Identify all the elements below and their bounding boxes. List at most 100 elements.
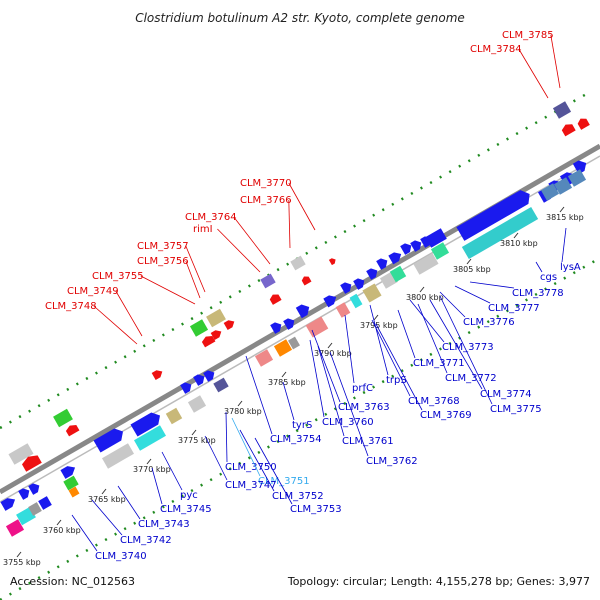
gene-label: CLM_3766 (240, 195, 292, 206)
label-leader-line (225, 411, 228, 463)
label-leader-line (140, 275, 196, 305)
tick-label: 3790 kbp (314, 349, 352, 358)
label-leader-line (375, 323, 423, 411)
gene-feature (456, 190, 530, 241)
gene-feature (93, 428, 123, 453)
gene-feature (340, 282, 352, 294)
label-leader-line (369, 304, 389, 376)
gene-feature (328, 258, 336, 266)
tick-label: 3800 kbp (406, 293, 444, 302)
gene-feature (553, 177, 573, 195)
label-leader-line (117, 485, 141, 520)
gene-label: CLM_3778 (512, 288, 564, 299)
gene-feature (60, 466, 76, 479)
label-leader-line (550, 34, 561, 89)
gene-feature (102, 443, 134, 469)
gene-feature (540, 183, 560, 201)
gene-label: CLM_3770 (240, 178, 292, 189)
gene-label: CLM_3750 (225, 462, 277, 473)
label-leader-line (409, 299, 445, 343)
tick-label: 3755 kbp (3, 558, 41, 567)
label-leader-line (429, 299, 483, 390)
tick-labels: 3755 kbp 3760 kbp 3765 kbp 3770 kbp 3775 kbp… (3, 206, 584, 567)
gene-labels: CLM_3785 CLM_3784 CLM_3770 CLM_3766CLM_3764… (45, 30, 581, 562)
gene-label: trpS (386, 375, 407, 386)
gene-feature (53, 408, 73, 428)
gene-label: lysA (560, 262, 581, 273)
gene-feature (187, 395, 207, 413)
label-leader-line (535, 261, 543, 273)
gene-feature (572, 160, 587, 175)
tick-mark (419, 286, 425, 293)
gene-label: CLM_3755 (92, 271, 144, 282)
gene-feature (567, 169, 587, 187)
tick-label: 3795 kbp (360, 321, 398, 330)
label-leader-line (93, 305, 138, 345)
tick-mark (191, 429, 197, 436)
gene-feature (283, 318, 295, 330)
gene-feature (18, 488, 30, 500)
tick-mark (56, 519, 62, 526)
tick-label: 3765 kbp (88, 495, 126, 504)
gene-label: cgs (540, 272, 557, 283)
gene-feature (5, 519, 25, 537)
gene-feature (425, 228, 447, 248)
label-leader-line (161, 451, 183, 491)
tick-mark (466, 258, 472, 265)
tick-mark (327, 342, 333, 349)
label-leader-line (329, 351, 369, 457)
tick-mark (281, 371, 287, 378)
gene-feature (193, 374, 205, 386)
gene-label: CLM_3772 (445, 373, 497, 384)
tick-mark (513, 232, 519, 239)
gene-label: tyrS (292, 420, 312, 431)
gene-label: prfC (352, 383, 373, 394)
gene-label: CLM_3748 (45, 301, 97, 312)
tick-label: 3815 kbp (546, 213, 584, 222)
label-leader-line (309, 339, 325, 418)
label-leader-line (254, 437, 293, 505)
gene-feature (577, 118, 590, 130)
gene-feature (68, 486, 80, 498)
gene-label: CLM_3749 (67, 286, 119, 297)
gene-feature (8, 443, 34, 465)
gene-feature (206, 308, 226, 328)
gene-feature (260, 273, 276, 289)
gene-label: CLM_3753 (290, 504, 342, 515)
tick-mark (559, 206, 565, 213)
gene-label: CLM_3756 (137, 256, 189, 267)
label-leader-line (561, 227, 567, 263)
tick-mark (101, 488, 107, 495)
tick-mark (373, 314, 379, 321)
gene-label: CLM_3752 (272, 491, 324, 502)
gene-label: CLM_3745 (160, 504, 212, 515)
gene-label: CLM_3754 (270, 434, 322, 445)
gene-label: CLM_3784 (470, 44, 522, 55)
gene-label: CLM_3785 (502, 30, 554, 41)
label-leader-line (469, 281, 515, 289)
gene-label: rimI (193, 224, 213, 235)
gene-label: CLM_3777 (488, 303, 540, 314)
gene-feature (273, 339, 293, 357)
gene-feature (430, 242, 450, 260)
label-leader-line (282, 381, 295, 421)
gene-label: CLM_3761 (342, 436, 394, 447)
gene-feature (201, 335, 216, 348)
gene-feature (366, 268, 378, 280)
label-leader-line (231, 417, 261, 477)
label-leader-line (245, 355, 273, 435)
label-leader-line (71, 514, 98, 552)
tick-label: 3775 kbp (178, 436, 216, 445)
gene-label: CLM_3771 (413, 358, 465, 369)
gene-label: CLM_3773 (442, 342, 494, 353)
gene-feature (210, 330, 222, 340)
gene-feature (165, 407, 183, 425)
label-leader-line (371, 319, 411, 397)
gene-feature (203, 370, 215, 382)
gene-feature (180, 382, 192, 394)
gene-feature (0, 498, 16, 511)
gene-feature (213, 377, 229, 393)
map-title: Clostridium botulinum A2 str. Kyoto, com… (135, 11, 465, 25)
tick-mark (16, 551, 22, 558)
label-leader-line (185, 260, 201, 299)
